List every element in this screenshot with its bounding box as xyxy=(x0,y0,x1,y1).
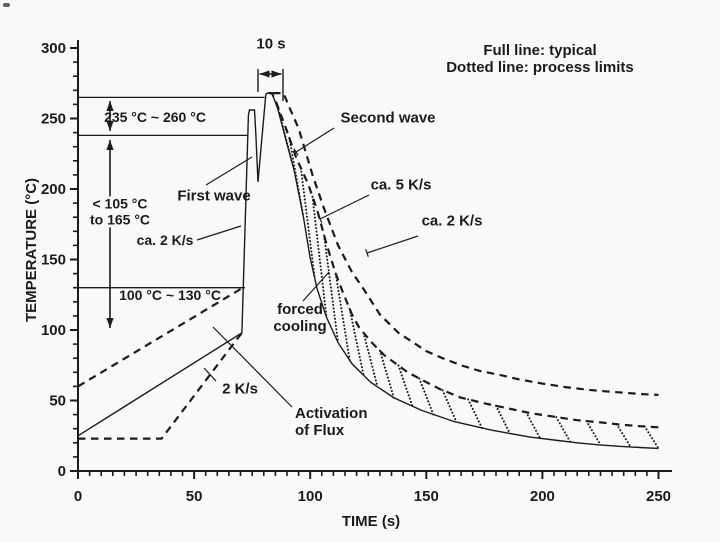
annotation-second-wave-line: Second wave xyxy=(340,109,436,127)
annotation-cooling-rate-2: ca. 2 K/s xyxy=(421,212,483,231)
annotation-flux-activation: Activation of Flux xyxy=(295,405,368,440)
annotation-ramp-rate: ca. 2 K/s xyxy=(136,232,194,249)
annotation-preheat-window: 100 °C ~ 130 °C xyxy=(119,287,221,304)
annotation-cooling-rate-5-line: ca. 5 K/s xyxy=(370,176,432,194)
annotation-legend-line: Dotted line: process limits xyxy=(446,59,634,76)
y-tick-label: 50 xyxy=(49,393,66,410)
annotation-delta-window-line: < 105 °C xyxy=(92,195,148,212)
hatch-mark xyxy=(643,425,660,450)
annotation-forced-cooling-line: cooling xyxy=(273,318,327,335)
y-tick-label: 100 xyxy=(41,322,66,339)
annotation-second-wave: Second wave xyxy=(340,109,436,128)
hatch-mark xyxy=(555,416,572,443)
hatch-mark xyxy=(348,307,365,377)
wave-duration-arrow-head-end xyxy=(271,70,282,78)
x-tick-label: 200 xyxy=(530,488,555,505)
annotation-flux-activation-line: of Flux xyxy=(295,422,345,439)
annotation-delta-window: < 105 °C to 165 °C xyxy=(87,195,153,228)
delta-window-arrow-head-end xyxy=(106,318,114,328)
annotation-flux-activation-line: Activation xyxy=(295,405,368,423)
annotation-forced-cooling-line: forced xyxy=(277,301,323,319)
annotation-first-wave: First wave xyxy=(177,187,251,206)
y-tick-label: 200 xyxy=(41,181,66,198)
annotation-delta-window-line: to 165 °C xyxy=(89,211,151,227)
y-tick-label: 150 xyxy=(41,252,66,269)
series-limit-cooling-2Ks xyxy=(273,92,659,396)
peak-window-arrow-head-start xyxy=(106,101,114,111)
hatch-mark xyxy=(525,411,542,440)
hatch-mark xyxy=(397,364,414,408)
x-tick-label: 0 xyxy=(74,488,82,505)
forced-cooling-leader xyxy=(302,271,330,302)
annotation-wave-duration-line: 10 s xyxy=(256,35,286,53)
scan-artifact xyxy=(3,3,10,7)
hatch-mark xyxy=(378,349,395,399)
annotation-wave-duration: 10 s xyxy=(256,35,286,54)
x-tick-label: 250 xyxy=(646,488,671,505)
cooling-rate-2-leader-end-tick xyxy=(365,249,369,257)
second-wave-leader xyxy=(295,127,335,153)
flux-activation-leader xyxy=(212,326,293,408)
preheat-rate-leader xyxy=(203,367,217,382)
x-axis-title: TIME (s) xyxy=(342,513,400,530)
hatch-mark xyxy=(323,234,340,344)
annotation-peak-window: 235 °C ~ 260 °C xyxy=(104,109,206,126)
y-tick-label: 250 xyxy=(41,111,66,128)
hatch-mark xyxy=(441,389,458,424)
y-axis-title: TEMPERATURE (°C) xyxy=(23,178,40,322)
second-wave-leader-end-tick xyxy=(293,148,299,156)
first-wave-leader xyxy=(205,156,253,186)
peak-window-arrow-head-end xyxy=(106,121,114,131)
x-tick-label: 100 xyxy=(298,488,323,505)
x-tick-label: 150 xyxy=(414,488,439,505)
ramp-rate-leader xyxy=(196,225,242,241)
y-tick-label: 0 xyxy=(58,463,66,480)
annotation-legend: Full line: typical Dotted line: process l… xyxy=(446,42,634,77)
series-limit-cooling-5Ks xyxy=(268,92,659,429)
series-limit-preheat-lower xyxy=(78,329,245,440)
series-limit-preheat-upper xyxy=(77,286,244,388)
annotation-first-wave-line: First wave xyxy=(177,187,251,205)
cooling-rate-5-leader-end-tick xyxy=(317,215,323,223)
cooling-rate-5-leader xyxy=(319,194,370,220)
annotation-cooling-rate-5: ca. 5 K/s xyxy=(370,176,432,195)
annotation-ramp-rate-line: ca. 2 K/s xyxy=(136,232,194,249)
hatch-mark xyxy=(615,423,632,448)
hatch-mark xyxy=(334,272,351,362)
series-typical xyxy=(77,92,659,450)
x-tick-label: 50 xyxy=(186,488,203,505)
annotation-preheat-rate: 2 K/s xyxy=(222,380,258,399)
delta-window-arrow-head-start xyxy=(106,140,114,150)
wave-duration-arrow-head-start xyxy=(259,70,270,78)
hatch-mark xyxy=(362,331,379,388)
annotation-cooling-rate-2-line: ca. 2 K/s xyxy=(421,212,483,230)
hatch-mark xyxy=(585,420,602,446)
cooling-rate-2-leader xyxy=(366,235,419,254)
y-tick-label: 300 xyxy=(41,40,66,57)
annotation-legend-line: Full line: typical xyxy=(483,42,597,60)
hatch-mark xyxy=(311,195,328,319)
annotation-preheat-window-line: 100 °C ~ 130 °C xyxy=(119,287,221,304)
hatch-mark xyxy=(418,377,435,416)
annotation-peak-window-line: 235 °C ~ 260 °C xyxy=(104,109,206,126)
annotation-forced-cooling: forced cooling xyxy=(273,301,327,336)
annotation-preheat-rate-line: 2 K/s xyxy=(222,380,258,398)
hatch-mark xyxy=(299,167,316,280)
